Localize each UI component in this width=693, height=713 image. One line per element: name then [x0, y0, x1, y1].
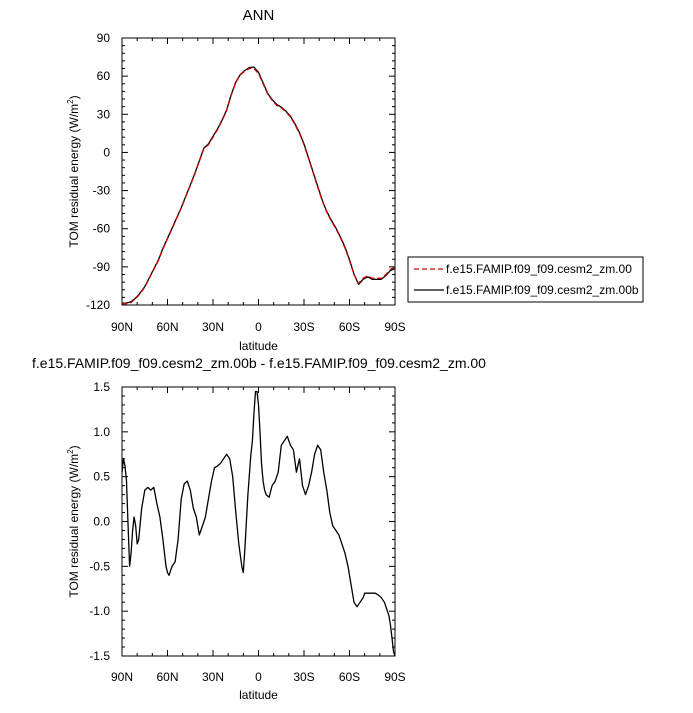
x-tick-label: 90N: [111, 320, 133, 334]
x-tick-label: 60N: [156, 320, 178, 334]
y-tick-label: -1.0: [89, 604, 110, 618]
y-tick-label: -120: [86, 298, 110, 312]
y-tick-label: -1.5: [89, 649, 110, 663]
x-tick-label: 90S: [384, 320, 405, 334]
chart-panel-1: ANN 90N 60N 30N 0 30S 60S 90S 90 60 30 0 -30 -60 -90 -1…: [66, 7, 644, 353]
chart-title: ANN: [243, 7, 275, 24]
y-axis-label-superscript: 2: [66, 449, 75, 454]
y-tick-label: -0.5: [89, 559, 110, 573]
y-tick-label: 0: [103, 145, 110, 159]
legend-box: [407, 256, 644, 303]
chart-title: f.e15.FAMIP.f09_f09.cesm2_zm.00b - f.e15…: [32, 355, 486, 371]
plot-frame: [121, 386, 396, 657]
legend-label-2: f.e15.FAMIP.f09_f09.cesm2_zm.00b: [446, 283, 639, 297]
x-axis-label: latitude: [239, 688, 278, 702]
y-tick-label: 0.0: [93, 515, 110, 529]
x-tick-label: 30S: [293, 670, 314, 684]
y-tick-label: -90: [93, 260, 111, 274]
y-axis-label: TOM residual energy (W/m2): [66, 95, 81, 247]
chart-panel-2: f.e15.FAMIP.f09_f09.cesm2_zm.00b - f.e15…: [32, 355, 486, 702]
y-tick-label: 1.0: [93, 425, 110, 439]
y-axis-label-tail: ): [67, 445, 81, 449]
legend-label-1: f.e15.FAMIP.f09_f09.cesm2_zm.00: [446, 262, 632, 276]
y-tick-label: -60: [93, 222, 111, 236]
y-tick-label: -30: [93, 184, 111, 198]
y-axis-label-text: TOM residual energy (W/m: [67, 104, 81, 248]
x-tick-label: 90N: [111, 670, 133, 684]
series-line-2: [122, 66, 396, 304]
y-axis-label-superscript: 2: [66, 99, 75, 104]
y-axis-label: TOM residual energy (W/m2): [66, 445, 81, 597]
y-tick-label: 30: [97, 107, 111, 121]
x-tick-label: 60N: [156, 670, 178, 684]
y-tick-label: 1.5: [93, 380, 110, 394]
x-tick-label: 60S: [339, 670, 360, 684]
x-tick-label: 30N: [202, 320, 224, 334]
y-axis-label-text: TOM residual energy (W/m: [67, 454, 81, 598]
x-tick-label: 30S: [293, 320, 314, 334]
y-axis-label-tail: ): [67, 95, 81, 99]
y-tick-label: 60: [97, 69, 111, 83]
x-tick-label: 60S: [339, 320, 360, 334]
series-line-1: [122, 67, 396, 305]
x-axis-label: latitude: [239, 339, 278, 353]
x-tick-label: 90S: [384, 670, 405, 684]
series-line-1: [121, 390, 396, 657]
plot-frame: [121, 37, 396, 306]
y-tick-label: 0.5: [93, 470, 110, 484]
x-tick-label: 0: [255, 320, 262, 334]
legend: f.e15.FAMIP.f09_f09.cesm2_zm.00 f.e15.FAM…: [407, 256, 644, 303]
y-tick-label: 90: [97, 31, 111, 45]
x-tick-label: 30N: [202, 670, 224, 684]
x-tick-label: 0: [255, 670, 262, 684]
